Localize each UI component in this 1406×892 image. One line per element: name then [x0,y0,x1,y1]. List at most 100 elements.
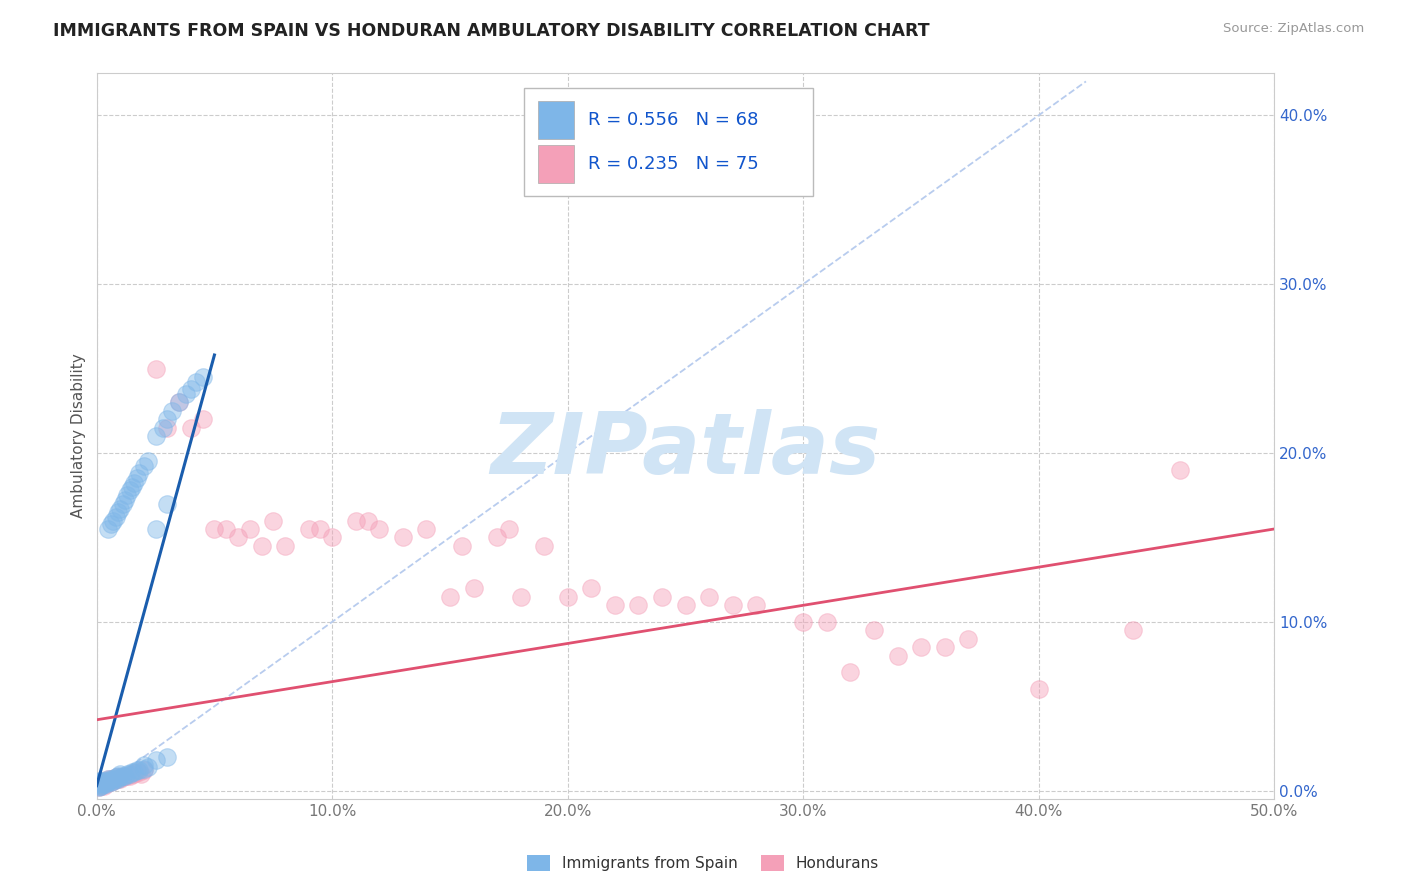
Point [93,775,115,789]
Point [117,488,139,502]
Point [107,505,129,519]
Point [226,530,249,544]
Point [863,624,886,638]
Point [93,775,115,789]
Point [114,768,136,782]
Point [94,775,117,789]
Point [104,510,127,524]
Point [94,777,117,791]
Point [533,539,555,553]
Point [111,768,134,782]
Point [87,780,110,795]
Point [415,522,437,536]
Point [439,590,461,604]
Point [156,420,179,434]
Point [156,412,179,426]
Point [87,773,110,788]
Point [125,765,148,780]
Point [368,522,391,536]
Point [90,775,112,789]
Point [125,471,148,485]
Point [101,514,124,528]
Point [132,459,155,474]
Point [90,779,112,793]
Text: R = 0.556   N = 68: R = 0.556 N = 68 [588,112,758,129]
Point [250,539,273,553]
Point [627,598,650,612]
Point [160,403,183,417]
Point [94,773,117,788]
Point [87,780,110,795]
Y-axis label: Ambulatory Disability: Ambulatory Disability [72,354,86,518]
Point [101,773,124,788]
Point [156,497,179,511]
Point [1168,463,1191,477]
Point [274,539,297,553]
Point [145,361,167,376]
Point [90,775,112,789]
Point [90,773,112,788]
Point [93,777,115,791]
Point [239,522,262,536]
Point [910,640,932,655]
Point [128,764,150,778]
Point [603,598,626,612]
Point [108,501,131,516]
Point [262,514,284,528]
Point [934,640,956,655]
Point [191,370,214,384]
Point [191,412,214,426]
Point [174,387,197,401]
Point [145,753,167,767]
Point [87,775,110,789]
Point [114,493,136,508]
Point [100,516,122,531]
Point [180,382,202,396]
Point [94,777,117,791]
Point [121,765,143,780]
Point [111,497,134,511]
Text: IMMIGRANTS FROM SPAIN VS HONDURAN AMBULATORY DISABILITY CORRELATION CHART: IMMIGRANTS FROM SPAIN VS HONDURAN AMBULA… [53,22,929,40]
Point [132,758,155,772]
Point [463,581,485,595]
Point [167,395,190,409]
Point [87,779,110,793]
Point [815,615,838,629]
Point [124,476,146,491]
Point [557,590,579,604]
Text: ZIPatlas: ZIPatlas [491,409,880,492]
Point [114,768,136,782]
Point [87,777,110,791]
Point [957,632,980,646]
Text: Source: ZipAtlas.com: Source: ZipAtlas.com [1223,22,1364,36]
Point [498,522,520,536]
Point [121,767,143,781]
Point [121,480,143,494]
Point [107,768,129,782]
Point [125,764,148,778]
Point [104,772,127,786]
Point [97,772,120,786]
Legend: Immigrants from Spain, Hondurans: Immigrants from Spain, Hondurans [520,849,886,877]
Point [94,773,117,788]
Point [138,454,160,468]
Point [108,772,131,786]
Point [184,375,207,389]
Point [132,762,155,776]
Point [167,395,190,409]
Point [486,530,509,544]
Point [87,777,110,791]
Point [118,768,141,782]
Point [356,514,378,528]
Point [111,770,134,784]
Point [117,768,139,782]
Point [886,648,908,663]
Point [344,514,367,528]
Point [131,767,153,781]
Point [118,483,141,497]
Point [118,767,141,781]
Point [204,522,226,536]
Point [321,530,343,544]
Point [1122,624,1144,638]
Point [745,598,768,612]
